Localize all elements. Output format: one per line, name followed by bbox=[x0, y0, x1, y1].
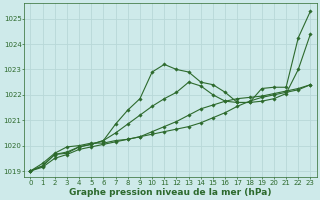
X-axis label: Graphe pression niveau de la mer (hPa): Graphe pression niveau de la mer (hPa) bbox=[69, 188, 272, 197]
